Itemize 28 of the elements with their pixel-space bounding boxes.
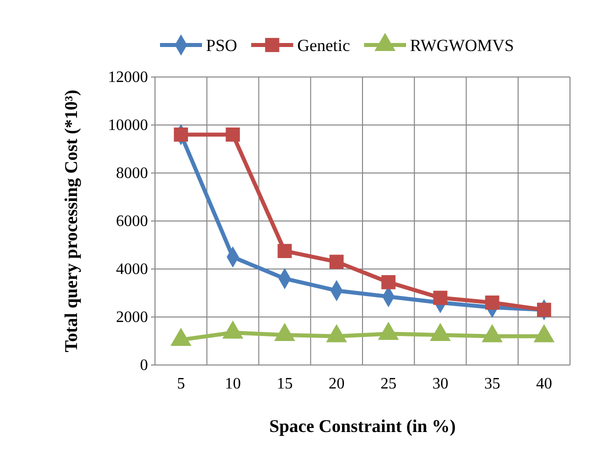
y-tick-label: 8000 bbox=[116, 165, 148, 182]
y-tick-label: 4000 bbox=[116, 261, 148, 278]
point bbox=[536, 302, 552, 317]
y-tick-label: 6000 bbox=[116, 213, 148, 230]
y-tick-label: 2000 bbox=[116, 309, 148, 326]
point bbox=[381, 275, 396, 290]
point bbox=[433, 290, 448, 305]
x-tick-label: 15 bbox=[276, 375, 293, 392]
y-tick-label: 10000 bbox=[108, 117, 148, 134]
point bbox=[485, 296, 500, 310]
x-tick-label: 25 bbox=[380, 375, 396, 392]
y-tick-label: 12000 bbox=[108, 69, 148, 86]
y-tick-label: 0 bbox=[140, 357, 148, 374]
x-tick-label: 40 bbox=[536, 375, 552, 392]
x-tick-label: 20 bbox=[328, 375, 345, 392]
y-axis-title: Total query processing Cost (*10³) bbox=[61, 90, 81, 352]
legend-label: PSO bbox=[206, 36, 238, 55]
point bbox=[226, 128, 240, 142]
point bbox=[174, 128, 188, 142]
legend-label: Genetic bbox=[297, 36, 350, 55]
x-tick-label: 5 bbox=[176, 375, 185, 392]
point bbox=[278, 244, 292, 258]
x-tick-label: 30 bbox=[432, 375, 448, 392]
x-tick-label: 10 bbox=[224, 375, 241, 392]
legend-label: RWGWOMVS bbox=[410, 36, 514, 55]
x-tick-label: 35 bbox=[484, 375, 500, 392]
x-axis-title: Space Constraint (in %) bbox=[269, 416, 456, 436]
point bbox=[329, 254, 344, 269]
